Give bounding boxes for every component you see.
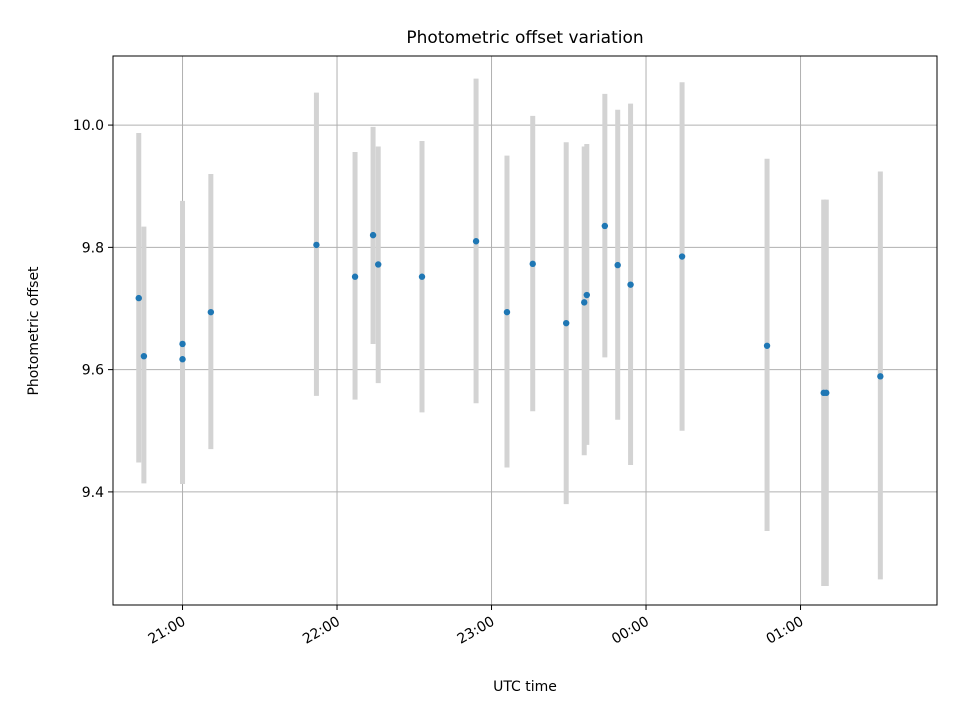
data-point	[763, 342, 771, 349]
data-point	[179, 356, 186, 363]
data-point	[503, 308, 511, 316]
data-point	[472, 238, 480, 245]
y-axis-label: Photometric offset	[26, 266, 42, 396]
y-tick-label: 9.4	[82, 485, 104, 501]
data-point	[529, 260, 536, 268]
data-point	[140, 352, 148, 360]
data-point	[418, 273, 426, 280]
y-tick-label: 9.6	[82, 363, 104, 379]
data-point	[583, 291, 590, 299]
data-point	[627, 281, 634, 288]
data-point	[601, 222, 609, 230]
grid-lines	[113, 56, 937, 605]
data-points	[135, 222, 884, 397]
y-tick-label: 10.0	[73, 118, 104, 134]
data-point	[135, 294, 142, 302]
data-point	[179, 340, 186, 348]
data-point	[563, 319, 570, 327]
data-point	[313, 241, 320, 249]
data-point	[614, 261, 621, 269]
data-point	[877, 373, 884, 380]
data-point	[207, 308, 215, 316]
y-axis-ticks: 9.4 9.6 9.8 10.0	[73, 118, 113, 501]
plot-frame	[112, 55, 938, 606]
data-point	[823, 389, 830, 397]
x-axis-label: UTC time	[493, 679, 557, 695]
data-point	[351, 273, 359, 280]
data-point	[369, 231, 377, 239]
y-tick-label: 9.8	[82, 240, 104, 256]
data-point	[678, 253, 686, 260]
data-point	[375, 261, 382, 268]
chart-title: Photometric offset variation	[406, 28, 643, 48]
data-point	[581, 299, 588, 306]
